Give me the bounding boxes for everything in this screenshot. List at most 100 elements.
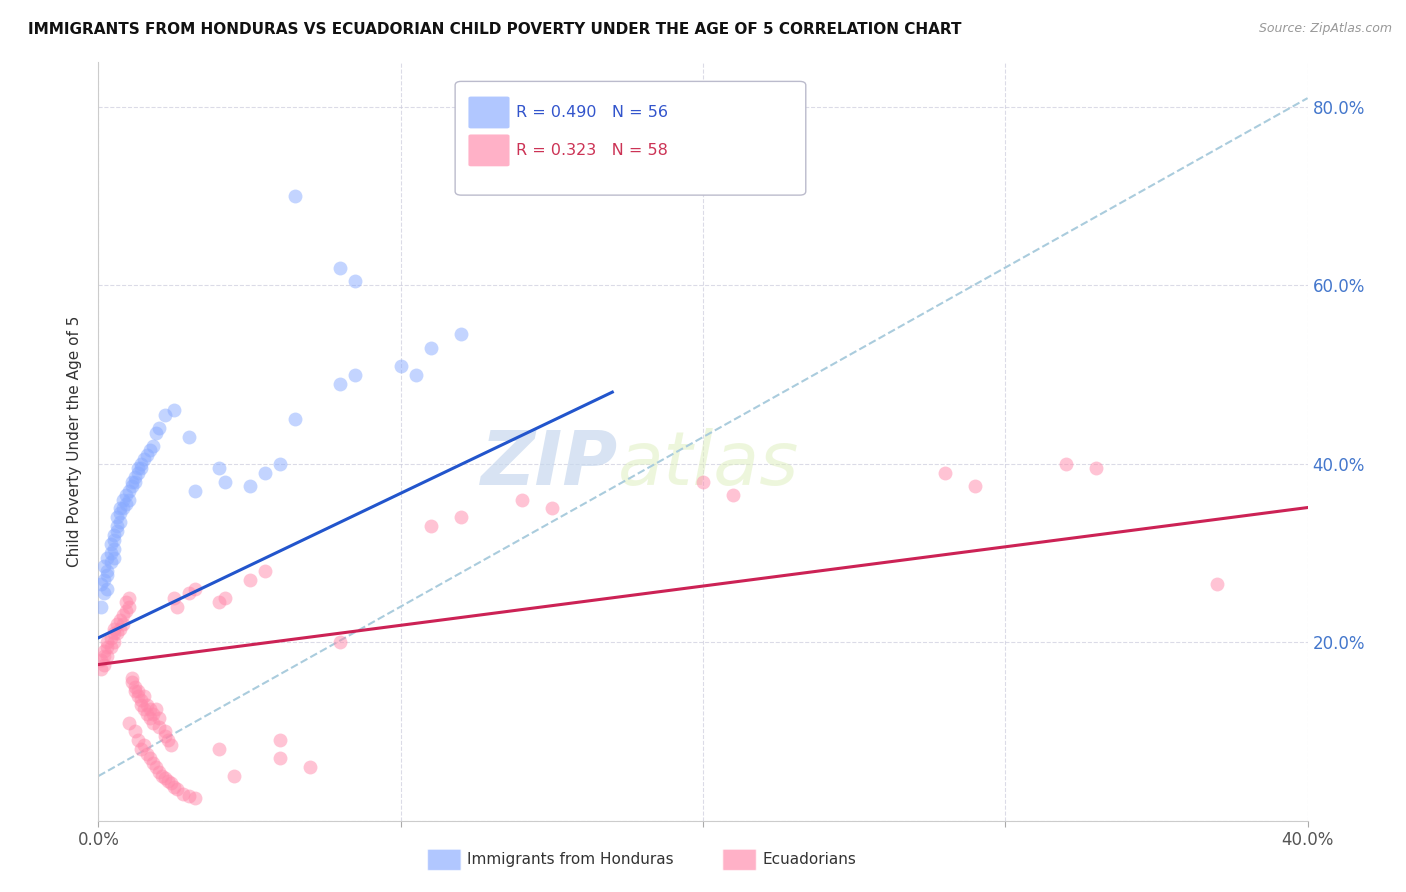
Point — [184, 582, 207, 596]
Point — [269, 457, 291, 471]
Point — [100, 546, 122, 560]
Point — [129, 698, 152, 712]
Point — [692, 475, 714, 489]
Point — [129, 461, 152, 475]
Point — [420, 341, 443, 355]
Point — [239, 479, 262, 493]
Point — [105, 510, 128, 524]
Point — [329, 376, 352, 391]
Point — [127, 733, 149, 747]
Point — [118, 599, 141, 614]
Point — [299, 760, 322, 774]
Point — [96, 564, 118, 578]
Point — [1206, 577, 1229, 591]
Point — [405, 368, 427, 382]
Point — [139, 711, 162, 725]
FancyBboxPatch shape — [456, 81, 806, 195]
Point — [93, 586, 115, 600]
Point — [139, 443, 162, 458]
Point — [142, 756, 165, 770]
Point — [142, 706, 165, 721]
Point — [156, 733, 179, 747]
Point — [127, 466, 149, 480]
Point — [214, 591, 236, 605]
Point — [111, 501, 134, 516]
Point — [148, 711, 170, 725]
Point — [166, 599, 188, 614]
Point — [166, 782, 188, 797]
Point — [96, 635, 118, 649]
Point — [114, 488, 136, 502]
Point — [129, 457, 152, 471]
Point — [129, 742, 152, 756]
Point — [284, 189, 307, 203]
Point — [179, 430, 201, 444]
Point — [150, 769, 173, 783]
Point — [90, 662, 112, 676]
Point — [108, 506, 131, 520]
Point — [96, 550, 118, 565]
Point — [153, 724, 176, 739]
Point — [253, 564, 276, 578]
Point — [96, 582, 118, 596]
Point — [450, 327, 472, 342]
Point — [114, 604, 136, 618]
Point — [132, 702, 155, 716]
Point — [111, 492, 134, 507]
Point — [329, 260, 352, 275]
Point — [389, 359, 412, 373]
Point — [96, 648, 118, 663]
Point — [108, 501, 131, 516]
Point — [142, 439, 165, 453]
Point — [105, 626, 128, 640]
Point — [93, 657, 115, 672]
Point — [129, 693, 152, 707]
Point — [127, 689, 149, 703]
Point — [93, 559, 115, 574]
Point — [111, 617, 134, 632]
Point — [344, 368, 367, 382]
Point — [214, 475, 236, 489]
Point — [103, 626, 125, 640]
Text: Immigrants from Honduras: Immigrants from Honduras — [467, 853, 673, 867]
Point — [344, 274, 367, 288]
Point — [156, 773, 179, 788]
Point — [118, 483, 141, 498]
Point — [723, 488, 745, 502]
Point — [139, 702, 162, 716]
Point — [105, 617, 128, 632]
Text: Source: ZipAtlas.com: Source: ZipAtlas.com — [1258, 22, 1392, 36]
Point — [329, 635, 352, 649]
Point — [105, 519, 128, 533]
Point — [284, 412, 307, 426]
Point — [540, 501, 562, 516]
Point — [179, 586, 201, 600]
Point — [208, 461, 231, 475]
Point — [121, 675, 143, 690]
Text: ZIP: ZIP — [481, 428, 619, 500]
Point — [121, 671, 143, 685]
Point — [124, 475, 146, 489]
Point — [111, 608, 134, 623]
Point — [269, 733, 291, 747]
Point — [145, 702, 167, 716]
Point — [93, 573, 115, 587]
Point — [103, 622, 125, 636]
Point — [114, 595, 136, 609]
Point — [127, 684, 149, 698]
Point — [153, 771, 176, 785]
Point — [96, 568, 118, 582]
Text: R = 0.323   N = 58: R = 0.323 N = 58 — [516, 143, 668, 158]
Point — [934, 466, 956, 480]
Point — [132, 452, 155, 467]
Point — [420, 519, 443, 533]
Point — [148, 421, 170, 435]
Point — [100, 631, 122, 645]
Point — [965, 479, 987, 493]
Point — [124, 680, 146, 694]
Point — [135, 706, 157, 721]
Point — [96, 640, 118, 654]
Point — [145, 425, 167, 440]
Point — [253, 466, 276, 480]
Point — [121, 479, 143, 493]
